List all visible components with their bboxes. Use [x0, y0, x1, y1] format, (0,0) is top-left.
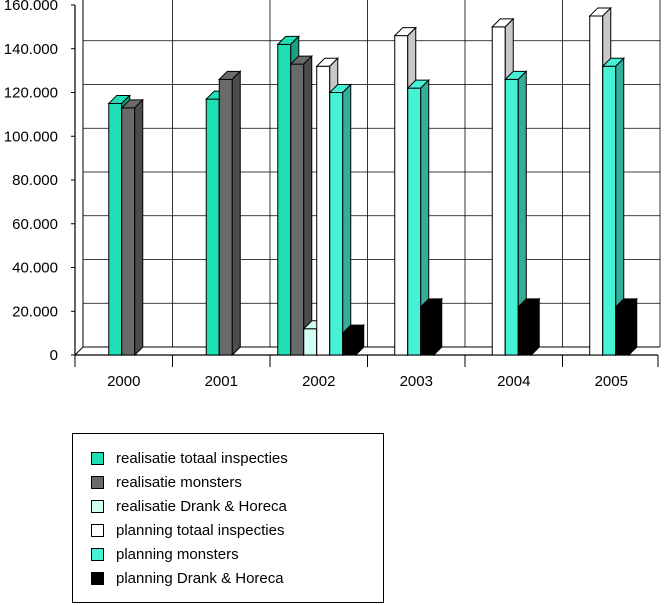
y-tick-label: 120.000	[4, 85, 58, 102]
legend-item: planning totaal inspecties	[91, 520, 284, 540]
tick-labels: 0 20.000 40.000 60.000 80.000 100.000 120.000 1…	[4, 0, 628, 390]
legend-swatch	[91, 571, 104, 585]
axes	[71, 0, 660, 367]
y-tick-label: 40.000	[12, 260, 58, 277]
x-tick-label: 2000	[107, 373, 140, 390]
legend-label: planning monsters	[116, 545, 239, 563]
x-tick-label: 2004	[497, 373, 530, 390]
legend-swatch	[91, 475, 104, 489]
y-tick-label: 20.000	[12, 303, 58, 320]
y-tick-label: 60.000	[12, 216, 58, 233]
bar-2002-realisatie-monsters	[289, 54, 313, 357]
legend: realisatie totaal inspecties realisatie m…	[72, 433, 384, 603]
bar-2002-planning-drank-horeca	[341, 323, 365, 357]
bar-2005-planning-drank-horeca	[614, 297, 638, 357]
bar-2002-planning-monsters	[328, 83, 352, 357]
legend-label: realisatie Drank & Horeca	[116, 497, 287, 515]
bar-2001-realisatie-monsters	[218, 70, 242, 357]
bar-2004-planning-drank-horeca	[517, 297, 541, 357]
legend-label: planning Drank & Horeca	[116, 569, 284, 587]
legend-label: planning totaal inspecties	[116, 521, 285, 539]
bar-2004-planning-monsters	[504, 70, 528, 357]
x-tick-label: 2001	[205, 373, 238, 390]
legend-item: realisatie Drank & Horeca	[91, 496, 287, 516]
legend-swatch	[91, 547, 104, 561]
bar-2003-planning-drank-horeca	[419, 297, 443, 357]
bars	[107, 6, 638, 357]
y-tick-label: 100.000	[4, 128, 58, 145]
legend-swatch	[91, 499, 104, 513]
y-tick-label: 160.000	[4, 0, 58, 14]
legend-swatch	[91, 523, 104, 537]
gridlines	[83, 0, 661, 347]
y-tick-label: 0	[50, 347, 58, 364]
y-tick-label: 140.000	[4, 41, 58, 58]
legend-item: realisatie totaal inspecties	[91, 448, 288, 468]
x-tick-label: 2005	[595, 373, 628, 390]
legend-item: planning monsters	[91, 544, 239, 564]
legend-label: realisatie totaal inspecties	[116, 449, 288, 467]
legend-label: realisatie monsters	[116, 473, 242, 491]
y-tick-label: 80.000	[12, 172, 58, 189]
bar-2000-realisatie-monsters	[120, 98, 144, 357]
bar-chart: 0 20.000 40.000 60.000 80.000 100.000 120.000 1…	[4, 0, 661, 390]
bar-2003-planning-monsters	[406, 78, 430, 357]
floor-edge	[74, 346, 84, 356]
legend-swatch	[91, 451, 104, 465]
legend-item: planning Drank & Horeca	[91, 568, 284, 588]
legend-item: realisatie monsters	[91, 472, 242, 492]
bar-2005-planning-monsters	[601, 57, 625, 357]
x-tick-label: 2002	[302, 373, 335, 390]
x-tick-label: 2003	[400, 373, 433, 390]
